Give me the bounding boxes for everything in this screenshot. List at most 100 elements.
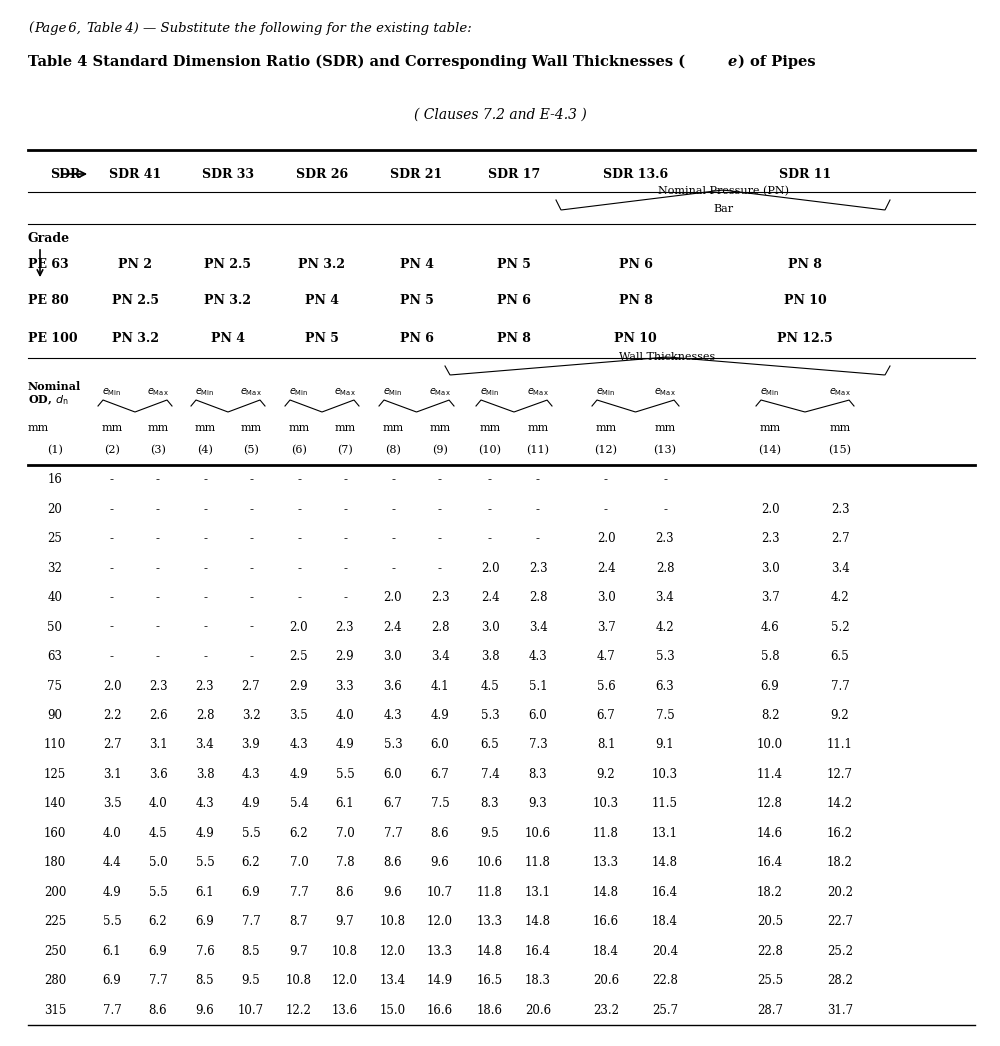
Text: Bar: Bar — [713, 204, 733, 214]
Text: mm: mm — [479, 423, 501, 433]
Text: 5.5: 5.5 — [242, 827, 260, 840]
Text: 4.9: 4.9 — [196, 827, 214, 840]
Text: -: - — [536, 532, 540, 545]
Text: -: - — [110, 503, 114, 516]
Text: 9.6: 9.6 — [431, 857, 449, 869]
Text: PN 4: PN 4 — [305, 294, 339, 306]
Text: 280: 280 — [44, 974, 66, 987]
Text: -: - — [249, 562, 253, 574]
Text: -: - — [156, 650, 160, 663]
Text: 2.3: 2.3 — [431, 591, 449, 605]
Text: 12.0: 12.0 — [427, 915, 453, 929]
Text: mm: mm — [334, 423, 356, 433]
Text: 8.6: 8.6 — [431, 827, 449, 840]
Text: SDR 33: SDR 33 — [202, 168, 254, 181]
Text: 200: 200 — [44, 886, 66, 899]
Text: 7.7: 7.7 — [242, 915, 260, 929]
Text: 8.5: 8.5 — [242, 945, 260, 958]
Text: mm: mm — [28, 423, 49, 433]
Text: 90: 90 — [48, 709, 62, 722]
Text: 3.9: 3.9 — [242, 738, 260, 751]
Text: 2.8: 2.8 — [196, 709, 214, 722]
Text: 16.6: 16.6 — [427, 1004, 453, 1017]
Text: -: - — [110, 650, 114, 663]
Text: -: - — [110, 532, 114, 545]
Text: mm: mm — [147, 423, 169, 433]
Text: $e_{\rm Min}$: $e_{\rm Min}$ — [195, 386, 215, 397]
Text: (10): (10) — [479, 445, 502, 455]
Text: 125: 125 — [44, 768, 66, 781]
Text: 16.6: 16.6 — [593, 915, 619, 929]
Text: 75: 75 — [48, 680, 62, 692]
Text: $e_{\rm Max}$: $e_{\rm Max}$ — [654, 386, 676, 397]
Text: -: - — [438, 562, 442, 574]
Text: 3.7: 3.7 — [597, 620, 615, 634]
Text: 5.2: 5.2 — [831, 620, 849, 634]
Text: -: - — [391, 562, 395, 574]
Text: 7.5: 7.5 — [656, 709, 674, 722]
Text: 4.0: 4.0 — [149, 797, 167, 811]
Text: -: - — [203, 503, 207, 516]
Text: 5.1: 5.1 — [529, 680, 547, 692]
Text: -: - — [249, 473, 253, 486]
Text: 22.8: 22.8 — [652, 974, 678, 987]
Text: 9.7: 9.7 — [336, 915, 354, 929]
Text: -: - — [110, 562, 114, 574]
Text: 4.4: 4.4 — [103, 857, 121, 869]
Text: 9.1: 9.1 — [656, 738, 674, 751]
Text: PN 8: PN 8 — [497, 332, 531, 344]
Text: -: - — [203, 562, 207, 574]
Text: 7.3: 7.3 — [529, 738, 547, 751]
Text: 10.7: 10.7 — [238, 1004, 264, 1017]
Text: 12.0: 12.0 — [380, 945, 406, 958]
Text: -: - — [156, 591, 160, 605]
Text: 6.0: 6.0 — [529, 709, 547, 722]
Text: ) of Pipes: ) of Pipes — [738, 55, 816, 69]
Text: 2.3: 2.3 — [761, 532, 779, 545]
Text: 2.3: 2.3 — [336, 620, 354, 634]
Text: 6.0: 6.0 — [431, 738, 449, 751]
Text: (3): (3) — [150, 445, 166, 455]
Text: 6.9: 6.9 — [761, 680, 779, 692]
Text: 8.6: 8.6 — [336, 886, 354, 899]
Text: 40: 40 — [48, 591, 62, 605]
Text: 10.3: 10.3 — [593, 797, 619, 811]
Text: PN 5: PN 5 — [400, 294, 433, 306]
Text: -: - — [249, 620, 253, 634]
Text: -: - — [488, 473, 492, 486]
Text: 225: 225 — [44, 915, 66, 929]
Text: 7.7: 7.7 — [290, 886, 308, 899]
Text: PE 100: PE 100 — [28, 332, 78, 344]
Text: 4.7: 4.7 — [597, 650, 615, 663]
Text: -: - — [488, 503, 492, 516]
Text: 16.2: 16.2 — [827, 827, 853, 840]
Text: $e_{\rm Max}$: $e_{\rm Max}$ — [147, 386, 169, 397]
Text: 25.7: 25.7 — [652, 1004, 678, 1017]
Text: 6.7: 6.7 — [431, 768, 449, 781]
Text: -: - — [203, 532, 207, 545]
Text: -: - — [297, 562, 301, 574]
Text: 9.2: 9.2 — [597, 768, 615, 781]
Text: 3.4: 3.4 — [196, 738, 214, 751]
Text: 3.0: 3.0 — [384, 650, 402, 663]
Text: 3.4: 3.4 — [529, 620, 547, 634]
Text: -: - — [249, 503, 253, 516]
Text: 10.6: 10.6 — [525, 827, 551, 840]
Text: 4.2: 4.2 — [831, 591, 849, 605]
Text: 6.5: 6.5 — [831, 650, 849, 663]
Text: 5.6: 5.6 — [597, 680, 615, 692]
Text: 3.3: 3.3 — [336, 680, 354, 692]
Text: 20: 20 — [48, 503, 62, 516]
Text: (: ( — [28, 22, 33, 35]
Text: SDR 17: SDR 17 — [488, 168, 540, 181]
Text: 13.3: 13.3 — [477, 915, 503, 929]
Text: 7.0: 7.0 — [290, 857, 308, 869]
Text: 8.3: 8.3 — [529, 768, 547, 781]
Text: 50: 50 — [48, 620, 62, 634]
Text: mm: mm — [101, 423, 123, 433]
Text: (9): (9) — [432, 445, 448, 455]
Text: 3.4: 3.4 — [431, 650, 449, 663]
Text: 2.0: 2.0 — [103, 680, 121, 692]
Text: 6.2: 6.2 — [149, 915, 167, 929]
Text: 11.5: 11.5 — [652, 797, 678, 811]
